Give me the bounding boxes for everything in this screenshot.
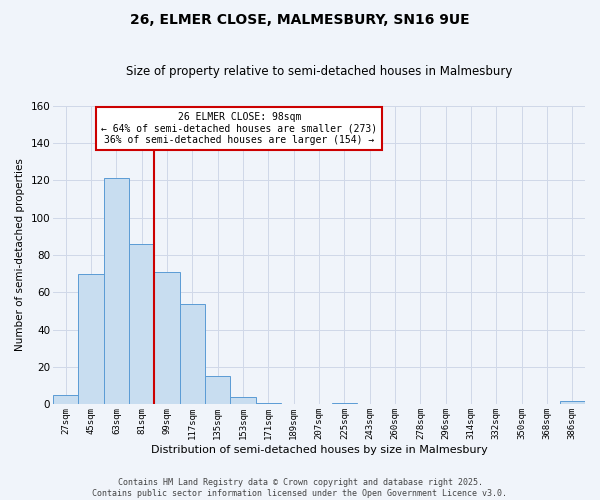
Bar <box>129 244 154 404</box>
Text: 26 ELMER CLOSE: 98sqm
← 64% of semi-detached houses are smaller (273)
36% of sem: 26 ELMER CLOSE: 98sqm ← 64% of semi-deta… <box>101 112 377 144</box>
Bar <box>180 304 205 404</box>
Text: 26, ELMER CLOSE, MALMESBURY, SN16 9UE: 26, ELMER CLOSE, MALMESBURY, SN16 9UE <box>130 12 470 26</box>
Bar <box>154 272 180 404</box>
Title: Size of property relative to semi-detached houses in Malmesbury: Size of property relative to semi-detach… <box>126 65 512 78</box>
X-axis label: Distribution of semi-detached houses by size in Malmesbury: Distribution of semi-detached houses by … <box>151 445 487 455</box>
Bar <box>230 397 256 404</box>
Y-axis label: Number of semi-detached properties: Number of semi-detached properties <box>15 158 25 352</box>
Bar <box>53 395 79 404</box>
Bar <box>332 402 357 404</box>
Bar <box>104 178 129 404</box>
Text: Contains HM Land Registry data © Crown copyright and database right 2025.
Contai: Contains HM Land Registry data © Crown c… <box>92 478 508 498</box>
Bar <box>256 402 281 404</box>
Bar <box>205 376 230 404</box>
Bar <box>79 274 104 404</box>
Bar <box>560 400 585 404</box>
